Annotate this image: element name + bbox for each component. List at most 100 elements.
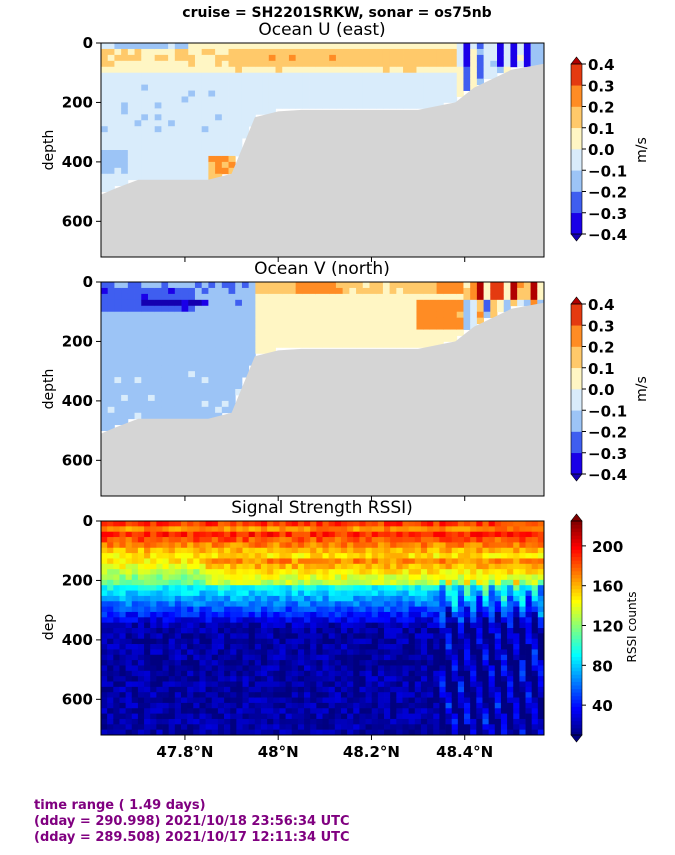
heatmap-cell (150, 697, 157, 704)
heatmap-cell (125, 724, 133, 731)
heatmap-cell (282, 96, 290, 103)
heatmap-cell (162, 601, 170, 607)
heatmap-cell (476, 317, 484, 325)
heatmap-cell (488, 681, 496, 688)
heatmap-cell (101, 686, 108, 693)
heatmap-cell (537, 654, 545, 661)
heatmap-cell (371, 686, 379, 693)
heatmap-cell (328, 526, 336, 533)
heatmap-cell (275, 293, 283, 301)
heatmap-cell (488, 595, 496, 602)
heatmap-cell (267, 676, 274, 682)
heatmap-cell (211, 611, 219, 618)
heatmap-cell (134, 126, 142, 133)
heatmap-cell (268, 96, 276, 103)
heatmap-cell (369, 287, 377, 295)
heatmap-cell (494, 542, 502, 549)
heatmap-cell (288, 54, 297, 62)
heatmap-cell (451, 521, 459, 527)
heatmap-cell (482, 574, 490, 581)
heatmap-cell (188, 161, 196, 169)
heatmap-cell (174, 48, 182, 56)
heatmap-cell (255, 66, 263, 74)
heatmap-cell (423, 78, 431, 86)
heatmap-cell (194, 161, 203, 169)
heatmap-cell (241, 48, 250, 56)
heatmap-cell (329, 341, 337, 348)
heatmap-cell (429, 60, 437, 68)
heatmap-cell (101, 96, 109, 103)
heatmap-cell (208, 150, 216, 157)
heatmap-cell (236, 558, 243, 565)
heatmap-cell (349, 335, 357, 342)
heatmap-cell (127, 299, 135, 307)
heatmap-cell (365, 644, 373, 650)
heatmap-cell (476, 676, 483, 682)
heatmap-cell (199, 590, 206, 597)
heatmap-cell (490, 66, 498, 74)
heatmap-cell (340, 628, 348, 634)
heatmap-cell (334, 686, 342, 693)
heatmap-cell (187, 724, 194, 731)
heatmap-cell (199, 644, 206, 650)
heatmap-cell (500, 697, 508, 704)
heatmap-cell (329, 287, 337, 295)
heatmap-cell (201, 365, 209, 372)
heatmap-cell (340, 617, 348, 624)
heatmap-cell (107, 622, 114, 629)
heatmap-cell (217, 537, 225, 543)
heatmap-cell (334, 622, 342, 629)
heatmap-cell (490, 299, 498, 307)
heatmap-cell (420, 622, 428, 629)
heatmap-cell (255, 293, 263, 301)
heatmap-cell (349, 311, 357, 319)
heatmap-cell (353, 606, 360, 613)
heatmap-cell (217, 563, 225, 570)
heatmap-cell (369, 323, 377, 330)
heatmap-cell (273, 729, 280, 736)
heatmap-cell (113, 547, 120, 554)
heatmap-cell (420, 526, 428, 533)
heatmap-cell (114, 335, 122, 342)
heatmap-cell (221, 400, 229, 408)
heatmap-cell (154, 347, 162, 354)
heatmap-cell (255, 78, 263, 86)
heatmap-cell (494, 665, 502, 672)
heatmap-cell (470, 558, 477, 565)
heatmap-cell (168, 670, 176, 677)
heatmap-cell (221, 359, 229, 366)
heatmap-cell (315, 335, 323, 342)
heatmap-cell (236, 718, 243, 725)
heatmap-cell (359, 606, 366, 613)
heatmap-cell (334, 569, 342, 575)
heatmap-cell (154, 371, 162, 378)
heatmap-cell (445, 649, 453, 656)
heatmap-cell (500, 521, 508, 527)
heatmap-cell (193, 638, 200, 645)
heatmap-cell (255, 72, 263, 80)
heatmap-cell (248, 708, 256, 714)
heatmap-cell (519, 644, 526, 650)
heatmap-cell (268, 335, 276, 342)
heatmap-cell (291, 638, 299, 645)
heatmap-cell (523, 282, 531, 289)
heatmap-cell (181, 72, 189, 80)
heatmap-cell (390, 702, 397, 709)
heatmap-cell (433, 622, 440, 629)
heatmap-cell (235, 96, 243, 103)
heatmap-cell (429, 102, 437, 109)
heatmap-cell (443, 305, 451, 313)
heatmap-cell (384, 547, 391, 554)
heatmap-cell (101, 718, 108, 725)
heatmap-cell (101, 660, 108, 666)
heatmap-cell (328, 724, 336, 731)
heatmap-cell (205, 590, 213, 597)
heatmap-cell (267, 692, 274, 698)
heatmap-cell (224, 686, 231, 693)
heatmap-cell (107, 521, 114, 527)
heatmap-cell (119, 644, 127, 650)
heatmap-cell (304, 617, 311, 624)
heatmap-cell (215, 365, 223, 372)
heatmap-cell (464, 633, 471, 640)
heatmap-cell (144, 547, 151, 554)
